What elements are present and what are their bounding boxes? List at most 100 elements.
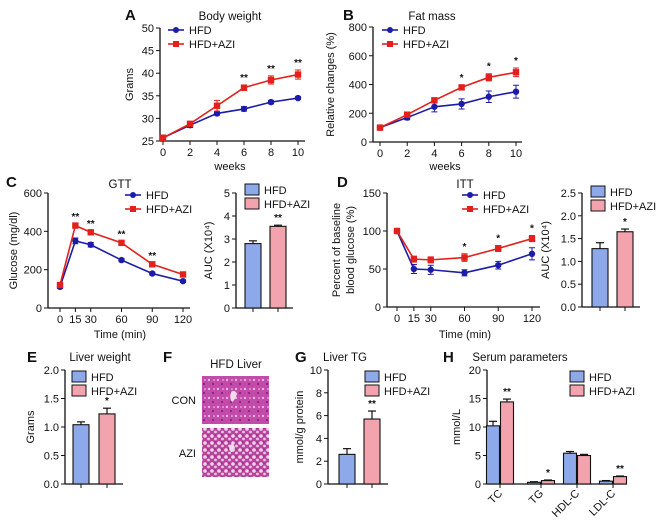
x-tick-label: 2	[187, 147, 193, 159]
data-point	[427, 266, 434, 273]
x-tick-label: 15	[408, 313, 420, 325]
legend-label: HFD+AZI	[91, 386, 137, 398]
bar-hfd	[485, 425, 501, 485]
x-tick-label: 90	[492, 313, 504, 325]
x-tick-label: LDL-C	[587, 488, 618, 519]
data-point	[267, 98, 275, 106]
x-tick-label: 2	[404, 148, 410, 160]
chart-title: Serum parameters	[472, 352, 567, 364]
significance-marker: **	[294, 58, 302, 69]
y-tick-label: 0	[36, 303, 42, 315]
x-tick-label: 8	[486, 148, 492, 160]
data-point	[393, 227, 401, 235]
x-axis-label: weeks	[428, 161, 461, 173]
x-tick-label: 30	[85, 314, 97, 326]
x-tick-label: 8	[268, 147, 274, 159]
legend-label: HFD	[610, 187, 633, 199]
panel-letter: E	[27, 349, 37, 366]
x-tick-label: 30	[425, 313, 437, 325]
row-label-con: CON	[172, 395, 197, 407]
y-tick-label: 0.0	[561, 302, 576, 314]
significance-marker: *	[496, 233, 500, 244]
y-tick-label: 0.5	[44, 451, 59, 463]
y-axis-label: Percent of baseline	[331, 203, 343, 297]
chart-title: Body weight	[199, 11, 262, 23]
series-line-hfd-azi	[396, 230, 533, 261]
legend-label: HFD	[384, 372, 407, 384]
y-tick-label: 2.0	[44, 365, 59, 377]
chart-title: ITT	[456, 179, 473, 191]
histology-image-azi	[202, 428, 269, 477]
data-point	[528, 250, 536, 257]
y-tick-label: 0	[361, 137, 367, 149]
chart-panel-h-8: H Serum parameters 0 5 10 15 20 mmol/L ** TC *TG HD…	[443, 349, 635, 520]
significance-marker: *	[514, 56, 518, 67]
legend-label: HFD+AZI	[384, 386, 430, 398]
chart-panel-g-7: G Liver TG 0 2 4 6 8 10 mmol/g protein ** HFD HFD+A…	[294, 349, 430, 491]
significance-marker: **	[240, 73, 248, 84]
legend-label: HFD	[146, 190, 169, 202]
legend-swatch	[364, 370, 380, 383]
significance-marker: **	[267, 64, 275, 75]
bar-hfd-azi	[269, 225, 287, 309]
series-line-hfd-azi	[59, 224, 184, 286]
data-point	[495, 245, 502, 252]
y-tick-label: 200	[349, 108, 367, 120]
y-tick-label: 4	[316, 433, 322, 445]
y-tick-label: 600	[24, 188, 42, 200]
x-tick-label: 0	[57, 314, 63, 326]
data-point	[431, 97, 438, 104]
legend-swatch	[244, 197, 260, 210]
vein-shape	[230, 390, 237, 402]
series-line-hfd	[162, 97, 299, 139]
y-axis-label: blood glucose (%)	[345, 206, 357, 294]
chart-title: Liver TG	[323, 352, 367, 364]
panel-letter: H	[443, 349, 454, 366]
y-tick-label: 0	[224, 303, 230, 315]
data-point	[149, 261, 156, 268]
significance-marker: **	[71, 212, 79, 223]
bar-hfd-azi	[540, 480, 556, 485]
legend-swatch	[569, 370, 585, 383]
y-tick-label: 1.0	[44, 422, 59, 434]
y-tick-label: 1	[224, 280, 230, 292]
bar-hfd	[598, 480, 614, 485]
x-tick-label: 0	[394, 313, 400, 325]
y-tick-label: 600	[349, 51, 367, 63]
data-point	[528, 235, 536, 242]
panel-f-histology: F HFD Liver CON AZI	[163, 349, 269, 477]
data-point	[461, 254, 468, 261]
legend-marker	[467, 206, 473, 212]
y-tick-label: 5	[475, 451, 481, 463]
y-tick-label: 6	[316, 411, 322, 423]
y-tick-label: 40	[142, 68, 154, 80]
chart-panel-e-6: E Liver weight 0.0 0.5 1.0 1.5 2.0 Grams * HFD HFD…	[25, 349, 137, 491]
y-tick-label: 50	[142, 23, 154, 35]
significance-marker: **	[616, 464, 624, 475]
legend-swatch	[590, 199, 606, 212]
chart-panel-a-0: A Body weight 25 30 35 40 45 50 Grams 0 2 4 6 8 10 week…	[124, 7, 305, 173]
bar-hfd	[244, 243, 262, 309]
bar-hfd	[72, 424, 90, 485]
x-tick-label: 4	[214, 147, 220, 159]
y-tick-label: 25	[142, 136, 154, 148]
bar-hfd	[591, 248, 609, 308]
y-tick-label: 200	[24, 265, 42, 277]
data-point	[458, 100, 465, 108]
y-tick-label: 50	[369, 264, 381, 276]
data-point	[72, 222, 79, 229]
data-point	[118, 256, 125, 264]
data-point	[410, 265, 418, 273]
y-tick-label: 10	[469, 422, 481, 434]
bar-hfd-azi	[616, 231, 634, 308]
y-tick-label: 1.5	[44, 394, 59, 406]
legend-label: HFD	[483, 190, 506, 202]
data-point	[213, 110, 221, 117]
series-line-hfd	[379, 90, 517, 129]
data-point	[410, 255, 418, 263]
data-point	[87, 241, 94, 248]
x-tick-label: 120	[523, 313, 541, 325]
y-tick-label: 150	[363, 188, 381, 200]
panel-letter: A	[125, 7, 136, 24]
data-point	[485, 74, 492, 81]
